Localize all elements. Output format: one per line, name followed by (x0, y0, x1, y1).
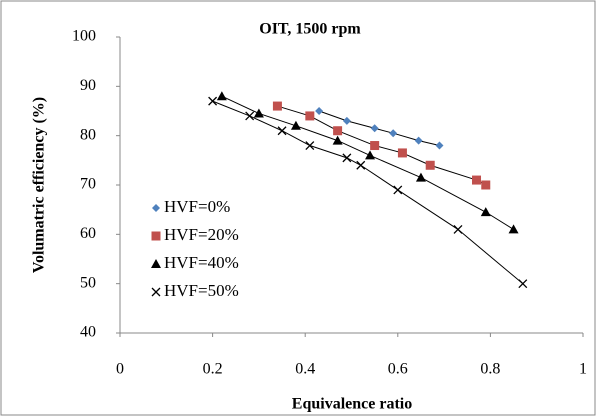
x-tick-label: 0 (116, 361, 124, 378)
point (472, 175, 482, 185)
trend-line (318, 110, 440, 147)
point (245, 111, 255, 121)
point (332, 135, 343, 145)
x-tick-label: 0.8 (480, 361, 500, 378)
point (290, 120, 301, 130)
point (480, 207, 491, 217)
y-tick-label: 60 (80, 225, 96, 242)
point (393, 185, 403, 195)
point (397, 148, 407, 158)
point (415, 172, 426, 182)
point (435, 141, 444, 150)
y-tick-label: 80 (80, 126, 96, 143)
legend-marker (152, 204, 160, 212)
y-tick-label: 70 (80, 176, 96, 193)
y-tick-label: 90 (80, 77, 96, 94)
chart-title: OIT, 1500 rpm (259, 21, 361, 38)
point (253, 108, 264, 118)
legend-marker (151, 287, 161, 297)
point (305, 141, 315, 150)
point (370, 124, 379, 133)
y-axis-title: Volumatric efficiency (%) (31, 97, 48, 273)
x-tick-label: 0.6 (388, 361, 408, 378)
legend-label: HVF=50% (164, 281, 239, 300)
point (208, 96, 218, 106)
x-tick-label: 1 (579, 361, 587, 378)
point (508, 224, 519, 234)
point (481, 180, 491, 190)
point (342, 153, 352, 163)
y-tick-label: 40 (80, 324, 96, 341)
y-tick-label: 100 (72, 28, 96, 45)
point (216, 91, 227, 101)
legend-label: HVF=0% (164, 197, 230, 216)
point (370, 141, 380, 151)
point (272, 101, 282, 111)
x-tick-label: 0.4 (295, 361, 315, 378)
legend-label: HVF=20% (164, 225, 239, 244)
legend-marker (151, 259, 161, 268)
point (518, 279, 528, 289)
trend-line (277, 105, 487, 186)
point (342, 116, 351, 125)
point (305, 111, 315, 121)
y-tick-label: 50 (80, 274, 96, 291)
point (277, 126, 287, 136)
point (414, 136, 423, 145)
x-tick-label: 0.2 (203, 361, 223, 378)
point (333, 126, 343, 136)
point (389, 129, 398, 138)
point (365, 150, 376, 160)
trend-line (221, 95, 514, 230)
legend-label: HVF=40% (164, 253, 239, 272)
legend-marker (151, 231, 161, 241)
point (315, 107, 324, 115)
point (425, 160, 435, 170)
x-axis-title: Equivalence ratio (292, 396, 412, 413)
point (356, 160, 366, 170)
point (453, 224, 463, 234)
